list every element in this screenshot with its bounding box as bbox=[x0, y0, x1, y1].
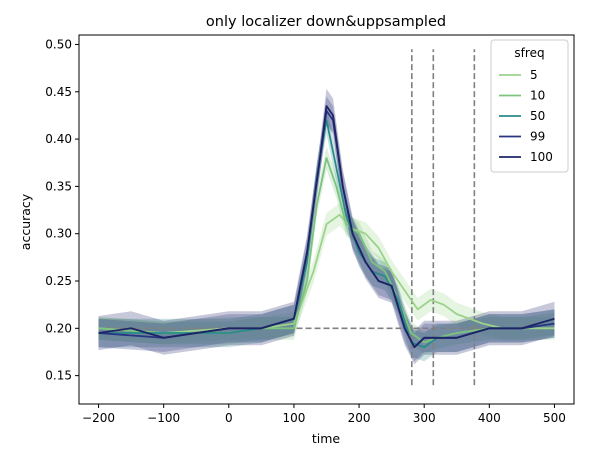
legend-box bbox=[490, 39, 569, 173]
plot-area: −200 −100 0 100 200 300 400 500 0.15 0.20 0.25 0.30… bbox=[45, 34, 575, 425]
y-tick-label: 0.30 bbox=[45, 227, 72, 241]
x-tick-label: −200 bbox=[82, 411, 115, 425]
series-line-5 bbox=[98, 213, 555, 334]
legend-entry-5: 5 bbox=[530, 68, 538, 82]
x-tick-label: 0 bbox=[225, 411, 233, 425]
series-line-100 bbox=[98, 105, 555, 349]
legend-title: sfreq bbox=[514, 46, 544, 60]
x-tick-label: 200 bbox=[348, 411, 371, 425]
y-tick-label: 0.40 bbox=[45, 132, 72, 146]
ci-band-series-99 bbox=[98, 96, 555, 362]
y-tick-label: 0.25 bbox=[45, 274, 72, 288]
legend-entry-50: 50 bbox=[530, 109, 545, 123]
y-tick-label: 0.50 bbox=[45, 37, 72, 51]
series-line-10 bbox=[98, 157, 555, 344]
legend-entry-10: 10 bbox=[530, 89, 545, 103]
legend-entry-100: 100 bbox=[530, 150, 553, 164]
x-tick-label: −100 bbox=[147, 411, 180, 425]
x-axis-label: time bbox=[312, 431, 341, 446]
x-tick-label: 400 bbox=[478, 411, 501, 425]
y-tick-label: 0.35 bbox=[45, 179, 72, 193]
y-tick-label: 0.15 bbox=[45, 369, 72, 383]
axes-frame bbox=[78, 34, 575, 405]
y-tick-label: 0.20 bbox=[45, 321, 72, 335]
y-tick-label: 0.45 bbox=[45, 85, 72, 99]
ci-band-series-5 bbox=[98, 203, 555, 345]
x-tick-label: 300 bbox=[413, 411, 436, 425]
legend-entry-99: 99 bbox=[530, 130, 545, 144]
y-axis-label: accuracy bbox=[18, 193, 33, 250]
x-tick-label: 100 bbox=[282, 411, 305, 425]
legend: sfreq 5 10 50 99 100 bbox=[490, 39, 569, 173]
x-tick-label: 500 bbox=[543, 411, 566, 425]
chart-title: only localizer down&uppsampled bbox=[206, 14, 446, 30]
